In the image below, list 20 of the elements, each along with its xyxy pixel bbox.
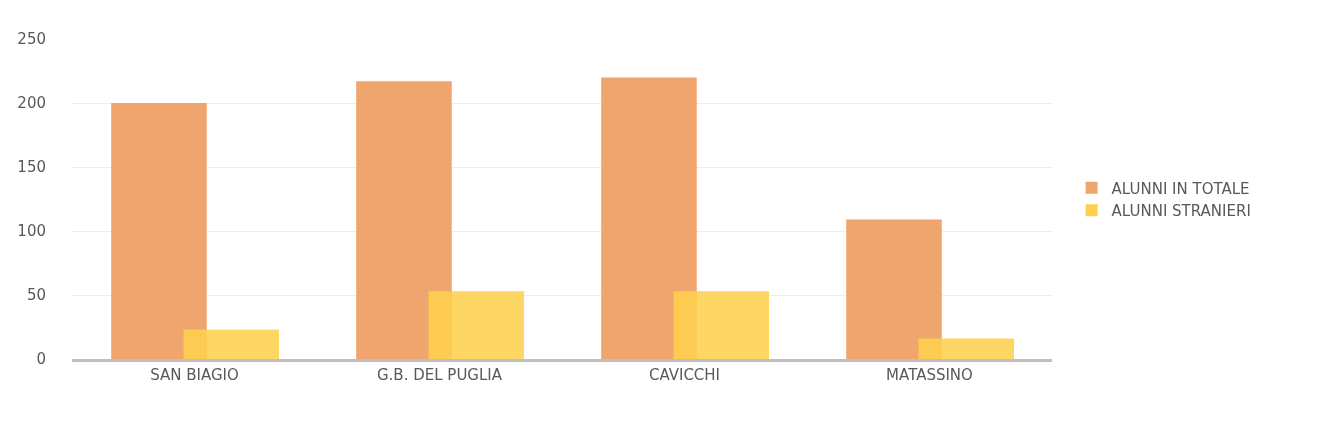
bar [918,338,1015,359]
x-tick-label: G.B. DEL PUGLIA [376,366,503,384]
bar [111,103,207,359]
x-tick-label: SAN BIAGIO [150,366,239,384]
legend-label: ALUNNI IN TOTALE [1111,179,1250,198]
y-tick-label: 200 [17,94,46,113]
x-tick-label: CAVICCHI [648,366,721,384]
bar [428,291,525,359]
y-tick-label: 50 [26,286,46,305]
bar [846,219,942,359]
bar [356,81,452,359]
bar [601,77,697,359]
legend-label: ALUNNI STRANIERI [1111,202,1251,221]
y-tick-label: 0 [36,350,46,369]
bar [673,291,770,359]
y-tick-label: 100 [17,222,46,241]
y-tick-label: 250 [17,30,46,49]
y-tick-label: 150 [17,158,46,177]
bar [183,329,280,359]
x-tick-label: MATASSINO [886,366,973,384]
